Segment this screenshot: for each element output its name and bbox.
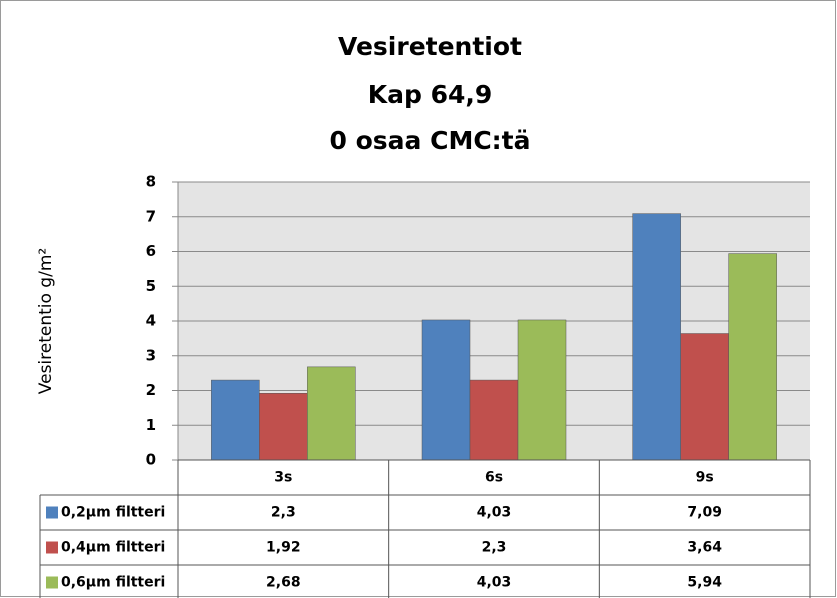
legend-entry: 0,2µm filtteri [61, 505, 165, 521]
bar [259, 393, 308, 461]
table-cell: 2,3 [271, 505, 296, 521]
bar [517, 319, 567, 461]
legend-entry: 0,4µm filtteri [61, 540, 165, 556]
y-tick-label: 2 [146, 381, 156, 399]
bar [632, 213, 681, 461]
bar [421, 319, 471, 461]
y-tick-label: 0 [146, 451, 156, 469]
table-cell: 1,92 [266, 540, 301, 556]
table-cell: 5,94 [687, 575, 722, 591]
table-cell: 4,03 [477, 505, 512, 521]
table-cell: 2,68 [266, 575, 301, 591]
bar [307, 366, 356, 461]
y-tick-label: 7 [146, 207, 156, 225]
y-tick-label: 3 [146, 346, 156, 364]
bar [680, 333, 729, 461]
y-tick-label: 5 [146, 277, 156, 295]
legend-key [46, 506, 58, 519]
y-tick-label: 4 [146, 312, 156, 330]
table-cell: 7,09 [687, 505, 722, 521]
table-cell: 4,03 [477, 575, 512, 591]
legend-entry: 0,6µm filtteri [61, 575, 165, 591]
bar [469, 379, 519, 461]
chart-title: Kap 64,9 [368, 80, 493, 109]
y-axis-label: Vesiretentio g/m² [36, 248, 56, 394]
table-cell: 3,64 [687, 540, 722, 556]
table-cell: 2,3 [482, 540, 507, 556]
bar [211, 379, 260, 461]
y-tick-label: 8 [146, 173, 156, 191]
y-tick-label: 6 [146, 242, 156, 260]
legend-key [46, 541, 58, 554]
x-tick-label: 6s [485, 470, 503, 486]
chart-title: 0 osaa CMC:tä [330, 126, 531, 155]
legend-key [46, 576, 58, 589]
x-tick-label: 9s [696, 470, 714, 486]
bar [728, 253, 777, 461]
x-tick-label: 3s [274, 470, 292, 486]
chart-title: Vesiretentiot [338, 32, 522, 61]
y-tick-label: 1 [146, 416, 156, 434]
